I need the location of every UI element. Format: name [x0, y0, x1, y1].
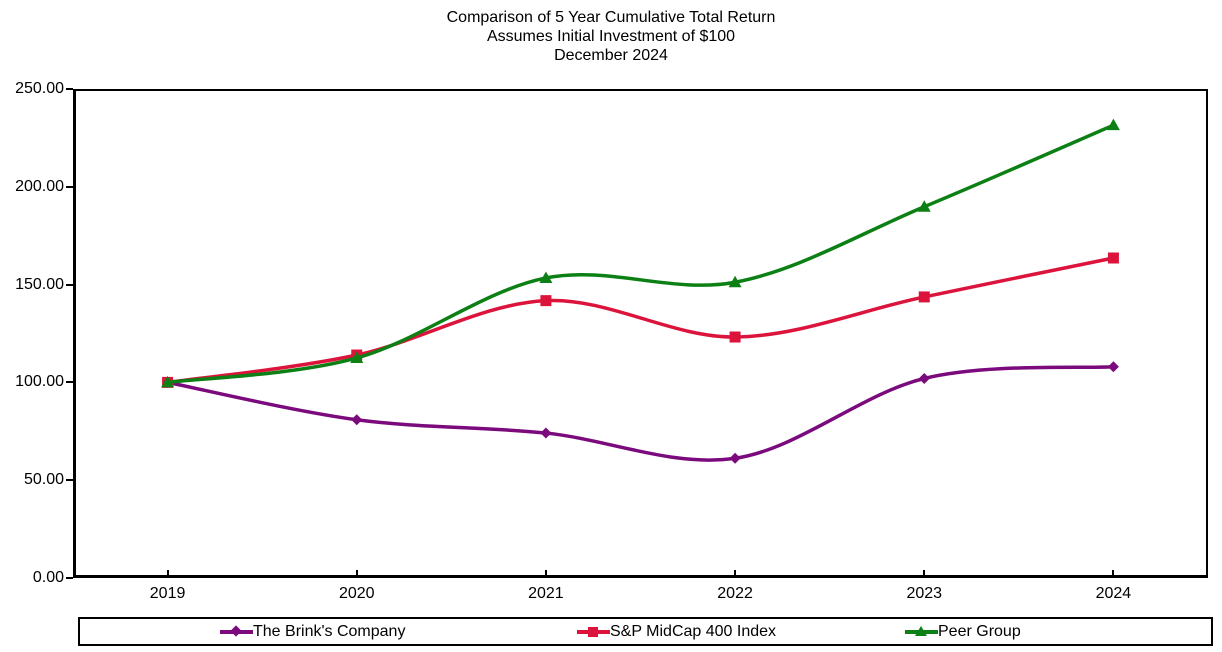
diamond-marker-icon: [220, 625, 253, 639]
x-axis-label: 2021: [528, 585, 564, 602]
chart-title-line3: December 2024: [554, 47, 668, 64]
triangle-data-point: [917, 200, 931, 212]
triangle-data-point: [539, 271, 553, 283]
legend-item-peer-group: Peer Group: [905, 619, 1021, 644]
chart-title-line1: Comparison of 5 Year Cumulative Total Re…: [446, 9, 776, 26]
series-line: [165, 256, 1116, 385]
y-axis-label: 200.00: [15, 177, 64, 195]
y-axis-tick: [66, 88, 73, 90]
y-axis-tick: [66, 381, 73, 384]
y-axis-label: 50.00: [23, 471, 64, 489]
triangle-marker-icon: [905, 625, 938, 639]
x-axis-tick: [923, 570, 926, 578]
square-data-point: [1107, 252, 1119, 264]
x-axis-tick: [355, 570, 358, 578]
x-axis-label: 2024: [1095, 585, 1132, 602]
diamond-data-point: [1107, 361, 1119, 373]
legend-label-sp-midcap-400: S&P MidCap 400 Index: [610, 622, 777, 640]
chart-title: Comparison of 5 Year Cumulative Total Re…: [0, 8, 1222, 65]
legend-label-peer-group: Peer Group: [938, 622, 1021, 640]
diamond-data-point: [540, 427, 552, 439]
diamond-data-point: [351, 414, 363, 426]
triangle-data-point: [350, 351, 364, 363]
y-axis-label: 250.00: [15, 80, 64, 97]
triangle-data-point: [161, 375, 175, 388]
x-axis-label: 2020: [338, 585, 375, 602]
triangle-data-point: [1106, 118, 1120, 131]
y-axis-tick: [66, 283, 73, 286]
square-marker-icon: [577, 625, 610, 639]
y-axis-tick: [66, 577, 73, 579]
y-axis-label: 0.00: [32, 569, 64, 586]
x-axis-tick: [734, 570, 737, 578]
x-axis-tick: [1112, 570, 1115, 578]
legend: The Brink's Company S&P MidCap 400 Index…: [78, 617, 1213, 646]
square-data-point: [540, 295, 552, 307]
x-axis-label: 2022: [717, 585, 753, 602]
diamond-data-point: [918, 372, 930, 384]
triangle-data-point: [728, 275, 742, 288]
x-axis-label: 2019: [149, 585, 186, 602]
y-axis-label: 150.00: [15, 275, 64, 293]
series-lines-plot: [161, 118, 1120, 464]
plot-area-border: [73, 89, 1208, 578]
y-axis-label: 100.00: [15, 373, 64, 391]
chart-title-line2: Assumes Initial Investment of $100: [486, 28, 736, 45]
x-axis-tick: [166, 570, 169, 578]
series-line: [165, 365, 1116, 462]
square-data-point: [918, 291, 930, 303]
legend-label-brinks: The Brink's Company: [253, 622, 406, 640]
x-axis-label: 2023: [906, 585, 943, 602]
x-axis-tick: [544, 570, 547, 578]
legend-item-brinks: The Brink's Company: [220, 619, 405, 644]
legend-item-sp-midcap-400: S&P MidCap 400 Index: [577, 619, 776, 644]
y-axis-tick: [66, 185, 73, 188]
diamond-data-point: [729, 452, 741, 464]
series-line: [165, 123, 1116, 385]
square-data-point: [729, 331, 741, 343]
y-axis-tick: [66, 479, 73, 482]
